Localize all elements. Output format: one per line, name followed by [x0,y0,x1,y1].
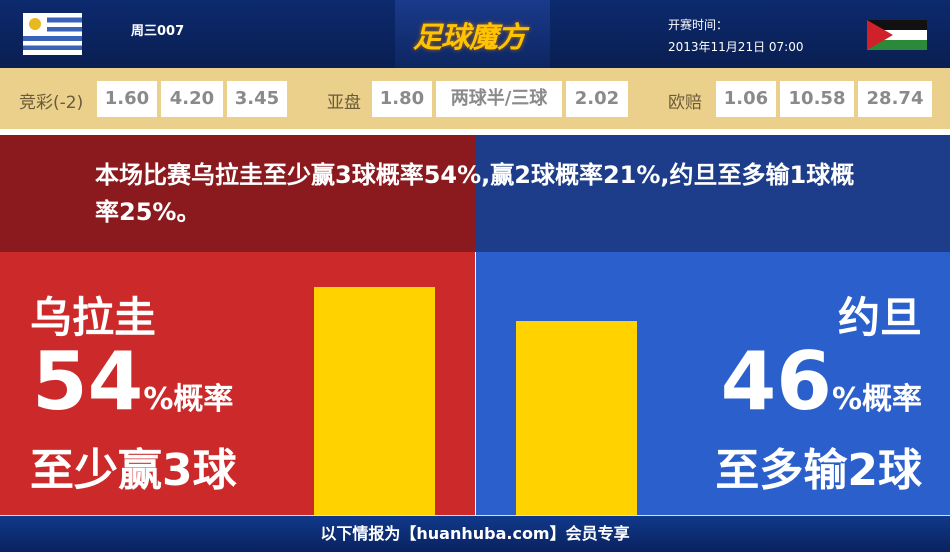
yapan-label: 亚盘 [327,93,361,113]
jordan-flag-icon [867,20,927,50]
away-outcome: 至多输2球 [715,445,922,496]
home-probability-bar [314,287,435,515]
home-team-name: 乌拉圭 [30,293,157,342]
match-code: 周三007 [131,24,185,39]
jingcai-win: 1.60 [97,81,157,117]
jingcai-label: 竞彩(-2) [19,93,84,113]
banner-right [475,135,950,252]
prediction-summary: 本场比赛乌拉圭至少赢3球概率54%,赢2球概率21%,约旦至多输1球概率25%。 [95,161,855,226]
jingcai-draw: 4.20 [161,81,223,117]
kickoff-label: 开赛时间： [668,18,729,32]
jingcai-loss: 3.45 [227,81,287,117]
away-probability: 46%概率 [721,335,922,428]
odds-bar: 竞彩(-2) 1.60 4.20 3.45 亚盘 1.80 两球半/三球 2.0… [0,68,950,129]
banner-left [0,135,475,252]
yapan-handicap: 两球半/三球 [436,81,562,117]
kickoff-time: 2013年11月21日 07:00 [668,40,804,54]
home-percent-suffix: %概率 [143,382,234,417]
oupei-draw: 10.58 [780,81,854,117]
header: 周三007 足球魔方 开赛时间： 2013年11月21日 07:00 [0,0,950,68]
logo-panel [395,0,550,68]
oupei-win: 1.06 [716,81,776,117]
oupei-loss: 28.74 [858,81,932,117]
away-probability-bar [516,320,637,515]
home-probability: 54%概率 [32,335,233,428]
member-footer[interactable]: 以下情报为【huanhuba.com】会员专享 [0,515,950,552]
oupei-label: 欧赔 [668,93,702,113]
home-outcome: 至少赢3球 [30,445,237,496]
logo: 足球魔方 [413,20,526,54]
away-team-name: 约旦 [837,293,922,342]
home-percent: 54 [32,335,144,428]
yapan-away: 2.02 [566,81,628,117]
yapan-home: 1.80 [372,81,432,117]
uruguay-flag-icon [23,13,82,55]
away-percent-suffix: %概率 [831,382,922,417]
away-percent: 46 [720,335,832,428]
